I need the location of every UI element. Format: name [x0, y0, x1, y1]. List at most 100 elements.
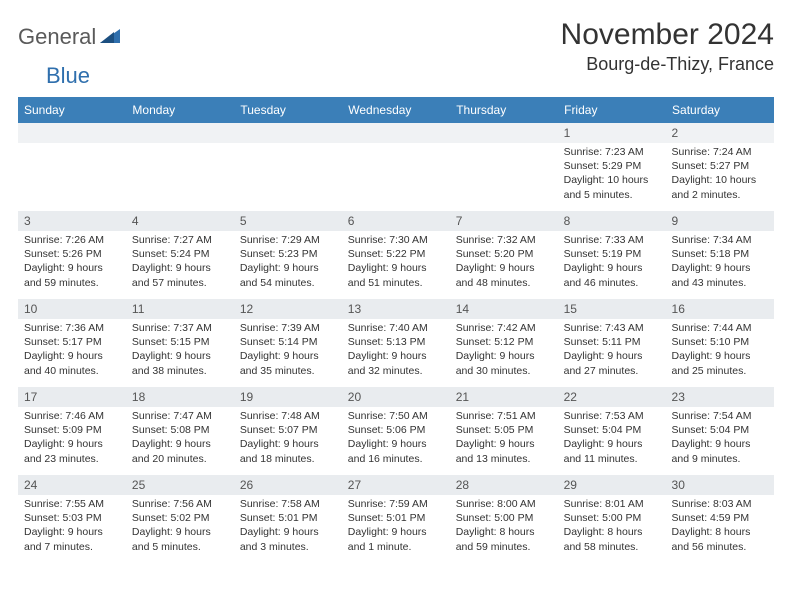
day-info-cell: Sunrise: 7:50 AMSunset: 5:06 PMDaylight:…	[342, 407, 450, 475]
sunrise-text: Sunrise: 7:46 AM	[24, 409, 120, 423]
day-number-cell: 20	[342, 387, 450, 407]
daylight-text: and 5 minutes.	[564, 188, 660, 202]
day-info-cell: Sunrise: 7:36 AMSunset: 5:17 PMDaylight:…	[18, 319, 126, 387]
sunset-text: Sunset: 5:24 PM	[132, 247, 228, 261]
daylight-text: Daylight: 9 hours	[132, 349, 228, 363]
daylight-text: and 35 minutes.	[240, 364, 336, 378]
day-info-cell: Sunrise: 7:47 AMSunset: 5:08 PMDaylight:…	[126, 407, 234, 475]
daylight-text: Daylight: 9 hours	[672, 349, 768, 363]
sunset-text: Sunset: 5:00 PM	[456, 511, 552, 525]
day-info-cell: Sunrise: 7:30 AMSunset: 5:22 PMDaylight:…	[342, 231, 450, 299]
day-number-cell: 10	[18, 299, 126, 319]
day-number-cell: 18	[126, 387, 234, 407]
sunrise-text: Sunrise: 7:51 AM	[456, 409, 552, 423]
day-number-cell: 12	[234, 299, 342, 319]
sunset-text: Sunset: 5:29 PM	[564, 159, 660, 173]
sunset-text: Sunset: 5:08 PM	[132, 423, 228, 437]
sunrise-text: Sunrise: 7:26 AM	[24, 233, 120, 247]
daylight-text: Daylight: 9 hours	[132, 437, 228, 451]
sunset-text: Sunset: 5:01 PM	[348, 511, 444, 525]
daylight-text: and 40 minutes.	[24, 364, 120, 378]
sunrise-text: Sunrise: 7:44 AM	[672, 321, 768, 335]
sunrise-text: Sunrise: 7:55 AM	[24, 497, 120, 511]
day-number-cell: 28	[450, 475, 558, 495]
month-title: November 2024	[561, 18, 774, 52]
daylight-text: and 48 minutes.	[456, 276, 552, 290]
daylight-text: and 38 minutes.	[132, 364, 228, 378]
sunrise-text: Sunrise: 7:54 AM	[672, 409, 768, 423]
daylight-text: and 7 minutes.	[24, 540, 120, 554]
sunset-text: Sunset: 5:13 PM	[348, 335, 444, 349]
daylight-text: and 9 minutes.	[672, 452, 768, 466]
day-info-cell: Sunrise: 8:03 AMSunset: 4:59 PMDaylight:…	[666, 495, 774, 563]
daylight-text: and 58 minutes.	[564, 540, 660, 554]
day-info-cell: Sunrise: 7:59 AMSunset: 5:01 PMDaylight:…	[342, 495, 450, 563]
day-info-cell: Sunrise: 7:42 AMSunset: 5:12 PMDaylight:…	[450, 319, 558, 387]
sunrise-text: Sunrise: 7:36 AM	[24, 321, 120, 335]
day-number-cell: 22	[558, 387, 666, 407]
day-number-cell: 15	[558, 299, 666, 319]
sunset-text: Sunset: 5:10 PM	[672, 335, 768, 349]
day-number-cell	[342, 123, 450, 143]
day-info-row: Sunrise: 7:26 AMSunset: 5:26 PMDaylight:…	[18, 231, 774, 299]
sunset-text: Sunset: 5:12 PM	[456, 335, 552, 349]
weekday-header: Tuesday	[234, 97, 342, 123]
day-number-cell	[18, 123, 126, 143]
daylight-text: and 54 minutes.	[240, 276, 336, 290]
daylight-text: Daylight: 9 hours	[240, 525, 336, 539]
weekday-header: Wednesday	[342, 97, 450, 123]
day-info-cell: Sunrise: 8:00 AMSunset: 5:00 PMDaylight:…	[450, 495, 558, 563]
daylight-text: and 57 minutes.	[132, 276, 228, 290]
daylight-text: and 5 minutes.	[132, 540, 228, 554]
day-number-cell	[126, 123, 234, 143]
day-info-cell: Sunrise: 7:33 AMSunset: 5:19 PMDaylight:…	[558, 231, 666, 299]
daylight-text: Daylight: 9 hours	[240, 261, 336, 275]
sunset-text: Sunset: 5:20 PM	[456, 247, 552, 261]
day-number-cell: 25	[126, 475, 234, 495]
day-number-cell: 17	[18, 387, 126, 407]
day-number-cell	[234, 123, 342, 143]
sunrise-text: Sunrise: 7:24 AM	[672, 145, 768, 159]
sunrise-text: Sunrise: 7:30 AM	[348, 233, 444, 247]
daylight-text: Daylight: 9 hours	[672, 437, 768, 451]
daylight-text: Daylight: 9 hours	[24, 261, 120, 275]
daylight-text: Daylight: 9 hours	[564, 349, 660, 363]
brand-logo: General	[18, 18, 122, 50]
day-info-cell: Sunrise: 7:34 AMSunset: 5:18 PMDaylight:…	[666, 231, 774, 299]
weekday-header: Friday	[558, 97, 666, 123]
daylight-text: Daylight: 9 hours	[348, 525, 444, 539]
daylight-text: Daylight: 10 hours	[564, 173, 660, 187]
daylight-text: Daylight: 9 hours	[564, 437, 660, 451]
day-info-cell: Sunrise: 7:58 AMSunset: 5:01 PMDaylight:…	[234, 495, 342, 563]
daylight-text: Daylight: 9 hours	[348, 261, 444, 275]
daylight-text: and 11 minutes.	[564, 452, 660, 466]
sunset-text: Sunset: 5:18 PM	[672, 247, 768, 261]
sunrise-text: Sunrise: 7:37 AM	[132, 321, 228, 335]
day-number-row: 12	[18, 123, 774, 143]
day-info-cell: Sunrise: 7:56 AMSunset: 5:02 PMDaylight:…	[126, 495, 234, 563]
daylight-text: Daylight: 9 hours	[24, 349, 120, 363]
day-number-row: 24252627282930	[18, 475, 774, 495]
day-info-cell: Sunrise: 7:43 AMSunset: 5:11 PMDaylight:…	[558, 319, 666, 387]
day-info-cell: Sunrise: 7:26 AMSunset: 5:26 PMDaylight:…	[18, 231, 126, 299]
sunset-text: Sunset: 5:15 PM	[132, 335, 228, 349]
day-info-cell	[234, 143, 342, 211]
sunrise-text: Sunrise: 7:29 AM	[240, 233, 336, 247]
sunrise-text: Sunrise: 8:00 AM	[456, 497, 552, 511]
day-info-cell: Sunrise: 7:53 AMSunset: 5:04 PMDaylight:…	[558, 407, 666, 475]
day-number-cell: 2	[666, 123, 774, 143]
day-number-cell: 4	[126, 211, 234, 231]
daylight-text: and 20 minutes.	[132, 452, 228, 466]
day-info-cell: Sunrise: 7:54 AMSunset: 5:04 PMDaylight:…	[666, 407, 774, 475]
sunrise-text: Sunrise: 7:58 AM	[240, 497, 336, 511]
logo-text-blue: Blue	[46, 63, 90, 89]
day-number-cell: 11	[126, 299, 234, 319]
weekday-header: Sunday	[18, 97, 126, 123]
day-number-cell: 5	[234, 211, 342, 231]
sunset-text: Sunset: 5:09 PM	[24, 423, 120, 437]
daylight-text: and 32 minutes.	[348, 364, 444, 378]
day-number-cell: 27	[342, 475, 450, 495]
sunrise-text: Sunrise: 7:43 AM	[564, 321, 660, 335]
day-number-cell: 21	[450, 387, 558, 407]
daylight-text: Daylight: 9 hours	[456, 261, 552, 275]
